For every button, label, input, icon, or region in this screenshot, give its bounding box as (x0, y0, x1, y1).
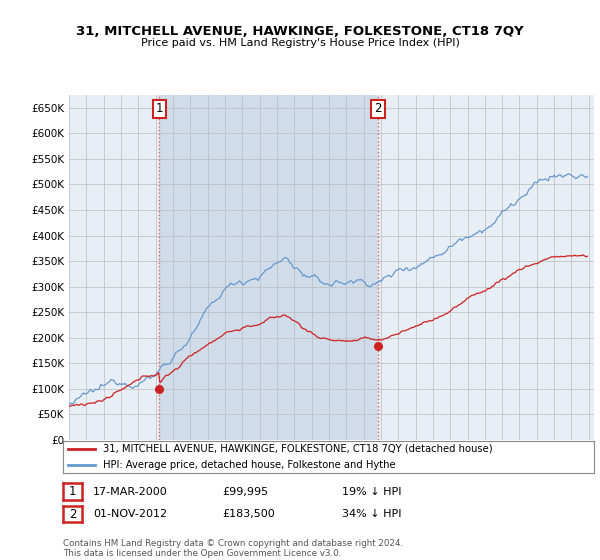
Bar (159, 95, 378, 440)
Text: 1: 1 (155, 102, 163, 115)
Text: 01-NOV-2012: 01-NOV-2012 (93, 509, 167, 519)
Text: 19% ↓ HPI: 19% ↓ HPI (342, 487, 401, 497)
Text: 31, MITCHELL AVENUE, HAWKINGE, FOLKESTONE, CT18 7QY: 31, MITCHELL AVENUE, HAWKINGE, FOLKESTON… (76, 25, 524, 38)
Text: Price paid vs. HM Land Registry's House Price Index (HPI): Price paid vs. HM Land Registry's House … (140, 38, 460, 48)
Text: 31, MITCHELL AVENUE, HAWKINGE, FOLKESTONE, CT18 7QY (detached house): 31, MITCHELL AVENUE, HAWKINGE, FOLKESTON… (103, 444, 493, 454)
Text: £99,995: £99,995 (222, 487, 268, 497)
Text: 17-MAR-2000: 17-MAR-2000 (93, 487, 168, 497)
Text: 2: 2 (374, 102, 382, 115)
Text: 34% ↓ HPI: 34% ↓ HPI (342, 509, 401, 519)
Text: £183,500: £183,500 (222, 509, 275, 519)
Text: HPI: Average price, detached house, Folkestone and Hythe: HPI: Average price, detached house, Folk… (103, 460, 395, 470)
Text: 1: 1 (69, 485, 76, 498)
Text: 2: 2 (69, 507, 76, 521)
Text: Contains HM Land Registry data © Crown copyright and database right 2024.
This d: Contains HM Land Registry data © Crown c… (63, 539, 403, 558)
